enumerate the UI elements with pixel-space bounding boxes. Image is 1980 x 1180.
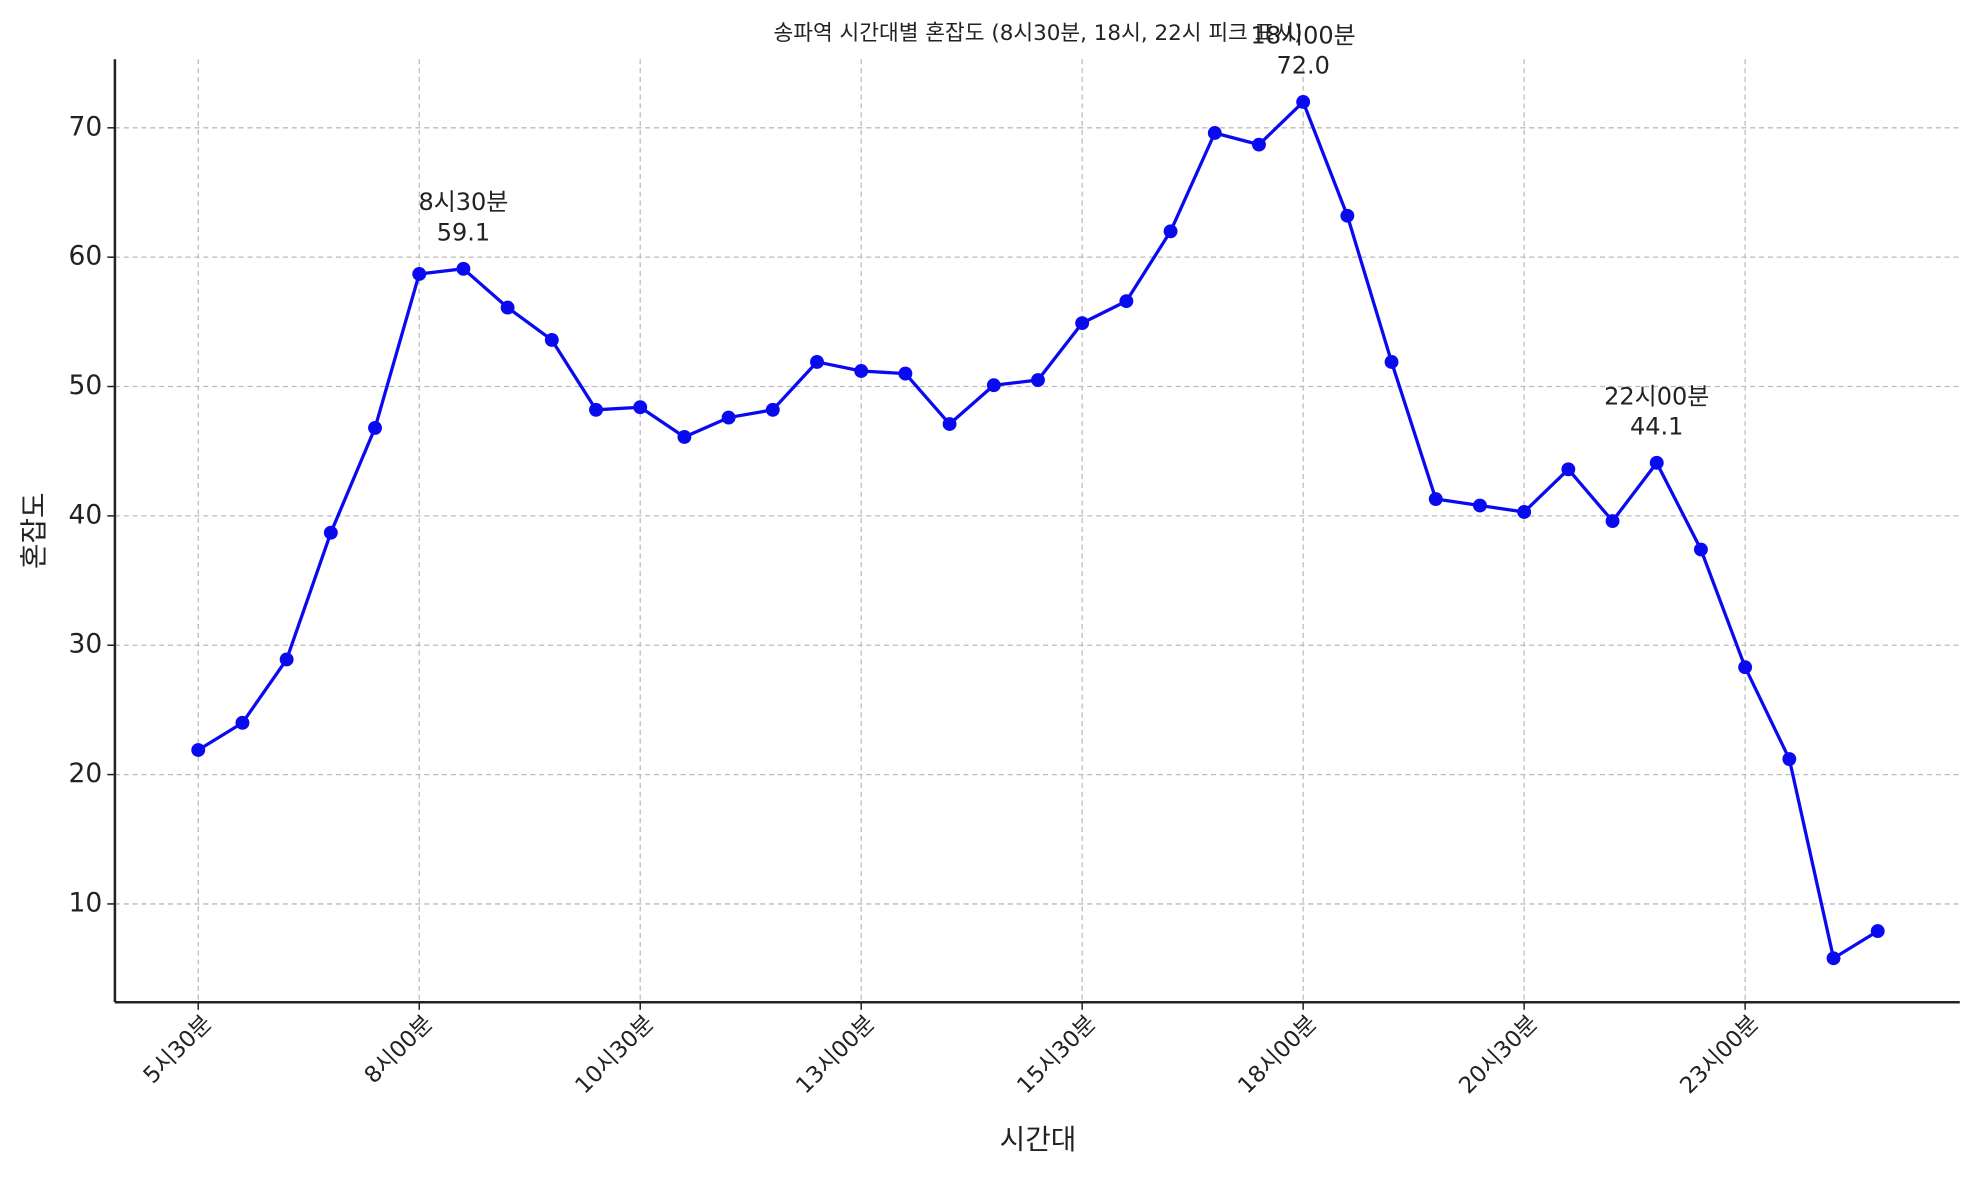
marker [810,355,824,369]
annotation-label: 22시00분 [1604,382,1709,410]
marker [1428,492,1443,506]
marker [1605,514,1620,528]
marker [456,261,471,276]
marker [589,402,603,417]
marker [633,400,648,415]
grid-layer [114,59,1960,1003]
marker [898,366,913,381]
annotation-label: 8시30분 [418,188,508,216]
marker [1649,455,1664,470]
chart-title: 송파역 시간대별 혼잡도 (8시30분, 18시, 22시 피크 표시) [773,21,1302,46]
y-axis-label: 혼잡도 [17,492,50,569]
marker [1693,542,1708,557]
x-tick-label: 8시00분 [360,1010,439,1089]
y-tick-label: 10 [69,887,103,918]
marker [1517,505,1532,519]
y-tick-label: 40 [69,499,103,530]
x-tick-label: 20시30분 [1454,1010,1543,1099]
marker [986,378,1001,393]
marker [191,743,206,757]
y-tick-label: 50 [69,370,103,401]
y-tick-label: 30 [69,629,103,660]
annotation-label: 18시00분 [1251,21,1356,49]
marker [1031,373,1045,387]
y-tick-label: 70 [69,111,103,142]
marker [1296,95,1311,109]
annotation-value: 59.1 [437,219,490,247]
marker [1252,137,1266,152]
marker [1340,208,1355,223]
marker [677,430,692,444]
x-tick-label: 5시30분 [139,1010,218,1089]
marker [1207,126,1222,140]
marker [235,715,250,730]
marker [1870,924,1885,939]
x-tick-label: 15시30분 [1012,1010,1101,1099]
y-tick-label: 20 [69,758,103,789]
marker [854,364,869,378]
x-tick-label: 13시00분 [791,1010,880,1099]
marker [765,402,780,417]
marker [1826,951,1841,966]
x-tick-label: 23시00분 [1675,1010,1764,1099]
marker [1782,752,1797,766]
y-tick-label: 60 [69,241,103,272]
marker [1119,294,1134,309]
marker [942,417,957,431]
marker [500,300,515,315]
annotation-value: 44.1 [1630,413,1683,441]
x-axis-label: 시간대 [1000,1123,1077,1156]
marker [1384,355,1399,369]
marker [323,525,338,540]
x-tick-label: 10시30분 [570,1010,659,1099]
marker [1473,498,1487,513]
marker [721,410,736,425]
marker [279,652,294,667]
marker [1738,660,1753,675]
marker [368,420,382,435]
marker [1163,224,1178,239]
marker [544,333,559,347]
marker [1561,462,1576,477]
marker [412,267,427,281]
annotation-value: 72.0 [1276,52,1329,80]
marker [1075,316,1090,331]
x-tick-label: 18시00분 [1233,1010,1322,1099]
